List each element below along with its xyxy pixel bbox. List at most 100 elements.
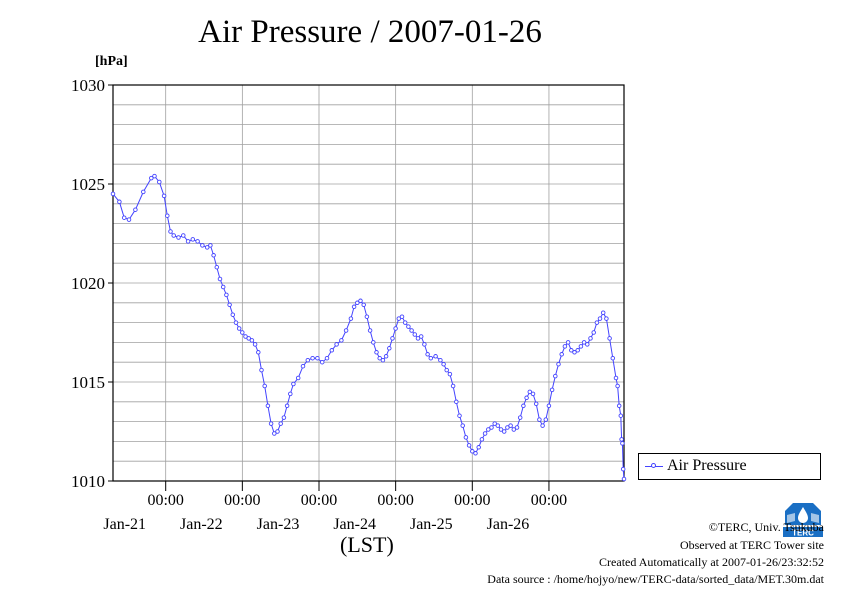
data-point [281,415,287,420]
data-point [149,175,154,181]
data-point [466,443,472,448]
data-point [176,235,181,240]
data-point [343,328,349,333]
data-point [204,245,210,250]
data-point [367,328,373,333]
data-point [460,423,465,428]
data-point [600,310,606,315]
data-point [479,437,485,442]
data-point [454,399,459,405]
data-point [246,336,251,341]
data-point [224,292,229,298]
data-point [495,423,501,428]
data-point [569,348,574,353]
y-tick-label: 1025 [71,175,105,194]
data-point [620,441,625,446]
x-tick-time-label: 00:00 [224,492,260,509]
legend-label: Air Pressure [667,457,747,474]
data-point [161,193,167,199]
data-point [240,330,245,335]
x-tick-date-label: Jan-26 [487,516,530,533]
y-axis-unit: [hPa] [95,54,128,69]
data-point [433,354,438,359]
x-tick-date-label: Jan-23 [257,516,300,533]
data-point [540,423,545,428]
data-point [390,336,395,341]
data-point [249,338,255,343]
x-tick-date-label: Jan-22 [180,516,223,533]
terc-logo: TERC [783,501,823,537]
data-point [492,421,497,426]
data-point [517,415,523,420]
x-tick-time-label: 00:00 [147,492,183,509]
footer-source: Data source : /home/hojyo/new/TERC-data/… [487,572,824,586]
data-point [371,340,376,345]
data-point [374,350,379,355]
data-point [291,381,296,387]
footer-copyright: ©TERC, Univ. Tsukuba [708,520,824,534]
data-point [262,383,267,389]
data-point [275,429,280,434]
data-point [418,334,424,339]
data-point [619,437,624,442]
data-point [200,243,205,248]
data-point [211,253,216,258]
data-point [377,355,382,361]
data-point [284,403,290,409]
data-point [259,367,264,373]
data-point [585,342,590,347]
data-point [508,423,513,428]
data-point [533,401,539,407]
data-point [422,342,427,347]
data-point [126,217,132,222]
data-point [121,215,127,220]
data-point [133,207,138,212]
data-point [157,179,162,185]
data-point [358,298,363,304]
x-tick-time-label: 00:00 [454,492,490,509]
x-axis-unit: (LST) [340,532,394,557]
data-point [505,425,510,430]
data-point [409,328,414,333]
data-point [546,403,552,409]
data-point [243,334,248,339]
data-point [463,435,469,440]
data-point [597,316,603,321]
data-point [604,316,609,321]
x-tick-date-label: Jan-24 [333,516,376,533]
data-point [543,417,549,422]
data-point [441,361,446,367]
y-tick-label: 1010 [71,472,105,491]
data-point [256,350,261,355]
data-point [171,233,176,238]
data-point [521,403,526,409]
y-tick-label: 1030 [71,76,105,95]
data-point [195,239,200,244]
data-point [594,320,600,325]
data-point [233,320,239,325]
data-point [473,451,478,456]
data-point [450,383,456,389]
data-point [214,264,220,270]
data-point [387,346,392,351]
data-point [208,243,213,248]
data-point [578,344,584,349]
footer-created: Created Automatically at 2007-01-26/23:3… [599,555,824,569]
data-point [355,300,360,306]
data-point [444,367,449,373]
data-point [556,361,561,367]
data-point [217,276,223,282]
x-tick-date-label: Jan-25 [410,516,453,533]
data-point [348,316,354,321]
data-point [482,431,488,436]
data-point [230,312,236,317]
data-point [615,383,620,389]
legend: Air Pressure [638,453,821,480]
data-point [181,233,186,238]
data-point [415,336,421,341]
x-tick-date-label: Jan-21 [103,516,146,533]
data-point [447,371,453,377]
data-point [621,476,627,482]
data-point [613,375,619,381]
